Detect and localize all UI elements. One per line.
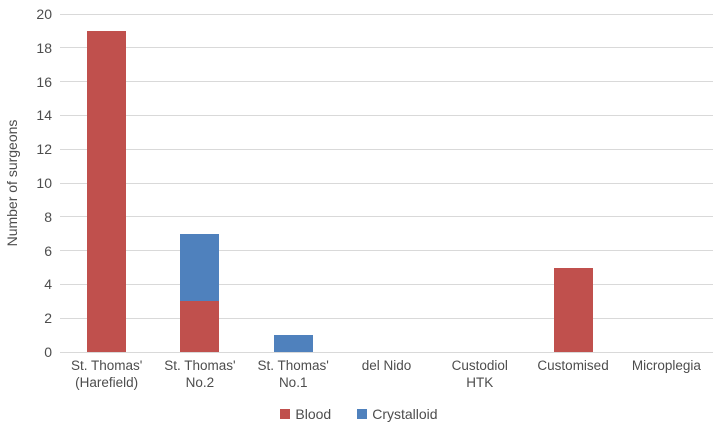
gridline bbox=[60, 351, 713, 353]
bar-segment-crystalloid bbox=[273, 335, 313, 352]
legend-label-blood: Blood bbox=[295, 406, 332, 422]
x-category-label: Microplegia bbox=[631, 358, 701, 373]
legend: Blood Crystalloid bbox=[0, 406, 718, 422]
gridline bbox=[60, 148, 713, 150]
gridline bbox=[60, 317, 713, 319]
gridline bbox=[60, 114, 713, 116]
bar-segment-blood bbox=[553, 267, 593, 352]
y-tick-label: 20 bbox=[36, 6, 52, 22]
x-category-label: St. Thomas' No.1 bbox=[257, 358, 329, 390]
gridline bbox=[60, 216, 713, 218]
x-category-label: Customised bbox=[537, 358, 609, 373]
y-tick-label: 14 bbox=[36, 107, 52, 124]
y-tick-label: 4 bbox=[44, 276, 52, 293]
y-tick-label: 0 bbox=[44, 344, 52, 360]
gridline bbox=[60, 182, 713, 184]
bar-segment-crystalloid bbox=[180, 233, 220, 302]
y-tick-label: 8 bbox=[44, 208, 52, 225]
legend-swatch-blood bbox=[280, 409, 291, 419]
bar-segment-blood bbox=[180, 301, 220, 352]
y-tick-label: 6 bbox=[44, 242, 52, 259]
gridline bbox=[60, 47, 713, 49]
gridline bbox=[60, 13, 713, 15]
x-category-label: del Nido bbox=[361, 358, 412, 373]
gridline bbox=[60, 283, 713, 285]
x-category-label: Custodiol HTK bbox=[451, 358, 508, 390]
x-category-label: St. Thomas' No.2 bbox=[164, 358, 236, 390]
plot-area bbox=[60, 13, 713, 353]
y-tick-label: 10 bbox=[36, 175, 52, 191]
y-tick-label: 12 bbox=[36, 141, 52, 158]
legend-item-crystalloid: Crystalloid bbox=[357, 406, 438, 422]
x-category-label: St. Thomas' (Harefield) bbox=[70, 358, 143, 390]
y-tick-label: 2 bbox=[44, 310, 52, 327]
y-tick-label: 18 bbox=[36, 39, 52, 56]
legend-item-blood: Blood bbox=[280, 406, 331, 422]
legend-swatch-crystalloid bbox=[357, 409, 368, 419]
bar-segment-blood bbox=[87, 30, 127, 352]
gridline bbox=[60, 250, 713, 252]
legend-label-crystalloid: Crystalloid bbox=[372, 406, 438, 422]
y-tick-label: 16 bbox=[36, 73, 52, 90]
gridline bbox=[60, 81, 713, 83]
